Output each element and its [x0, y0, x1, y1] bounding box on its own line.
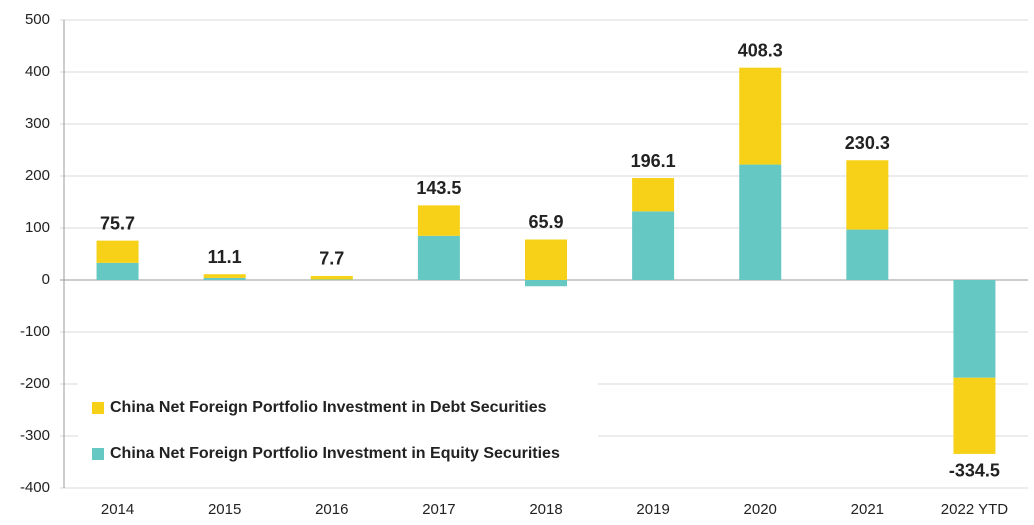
total-label: -334.5: [949, 461, 1000, 481]
x-tick-label: 2019: [636, 501, 669, 518]
y-tick-label: 200: [25, 167, 50, 184]
bar-segment: [846, 160, 889, 230]
y-tick-label: -300: [20, 427, 50, 444]
y-tick-label: -100: [20, 323, 50, 340]
y-tick-label: 100: [25, 219, 50, 236]
y-tick-label: -200: [20, 375, 50, 392]
legend-swatch: [92, 402, 104, 414]
x-tick-label: 2020: [744, 501, 777, 518]
legend-label: China Net Foreign Portfolio Investment i…: [110, 399, 547, 416]
total-label: 408.3: [738, 40, 783, 60]
y-tick-label: 400: [25, 63, 50, 80]
bar-segment: [96, 262, 139, 280]
total-label: 196.1: [631, 151, 676, 171]
x-tick-label: 2014: [101, 501, 134, 518]
y-tick-label: 500: [25, 11, 50, 28]
bar-segment: [953, 280, 996, 378]
x-tick-label: 2017: [422, 501, 455, 518]
bar-segment: [417, 205, 460, 236]
bar-segment: [96, 240, 139, 263]
total-label: 65.9: [528, 212, 563, 232]
total-label: 75.7: [100, 213, 135, 233]
bar-segment: [525, 239, 567, 280]
bar-segment: [953, 377, 996, 454]
x-tick-label: 2016: [315, 501, 348, 518]
bar-segment: [203, 274, 246, 278]
total-label: 230.3: [845, 133, 890, 153]
bar-segment: [739, 67, 782, 165]
bar-segment: [632, 178, 675, 212]
x-tick-label: 2018: [529, 501, 562, 518]
bar-segment: [632, 211, 675, 280]
y-tick-label: -400: [20, 479, 50, 496]
bar-segment: [525, 280, 567, 287]
x-tick-label: 2022 YTD: [941, 501, 1008, 518]
bar-segment: [203, 277, 246, 280]
bar-segment: [417, 235, 460, 280]
bar-segment: [739, 164, 782, 280]
x-tick-label: 2021: [851, 501, 884, 518]
legend-box: [78, 382, 598, 474]
bar-segment: [310, 275, 353, 280]
legend-swatch: [92, 448, 104, 460]
y-tick-label: 0: [42, 271, 50, 288]
legend-label: China Net Foreign Portfolio Investment i…: [110, 445, 560, 462]
total-label: 7.7: [319, 249, 344, 269]
total-label: 11.1: [208, 247, 242, 267]
bar-segment: [310, 279, 353, 280]
bar-segment: [846, 229, 889, 280]
x-tick-label: 2015: [208, 501, 241, 518]
total-label: 143.5: [416, 178, 461, 198]
y-tick-label: 300: [25, 115, 50, 132]
